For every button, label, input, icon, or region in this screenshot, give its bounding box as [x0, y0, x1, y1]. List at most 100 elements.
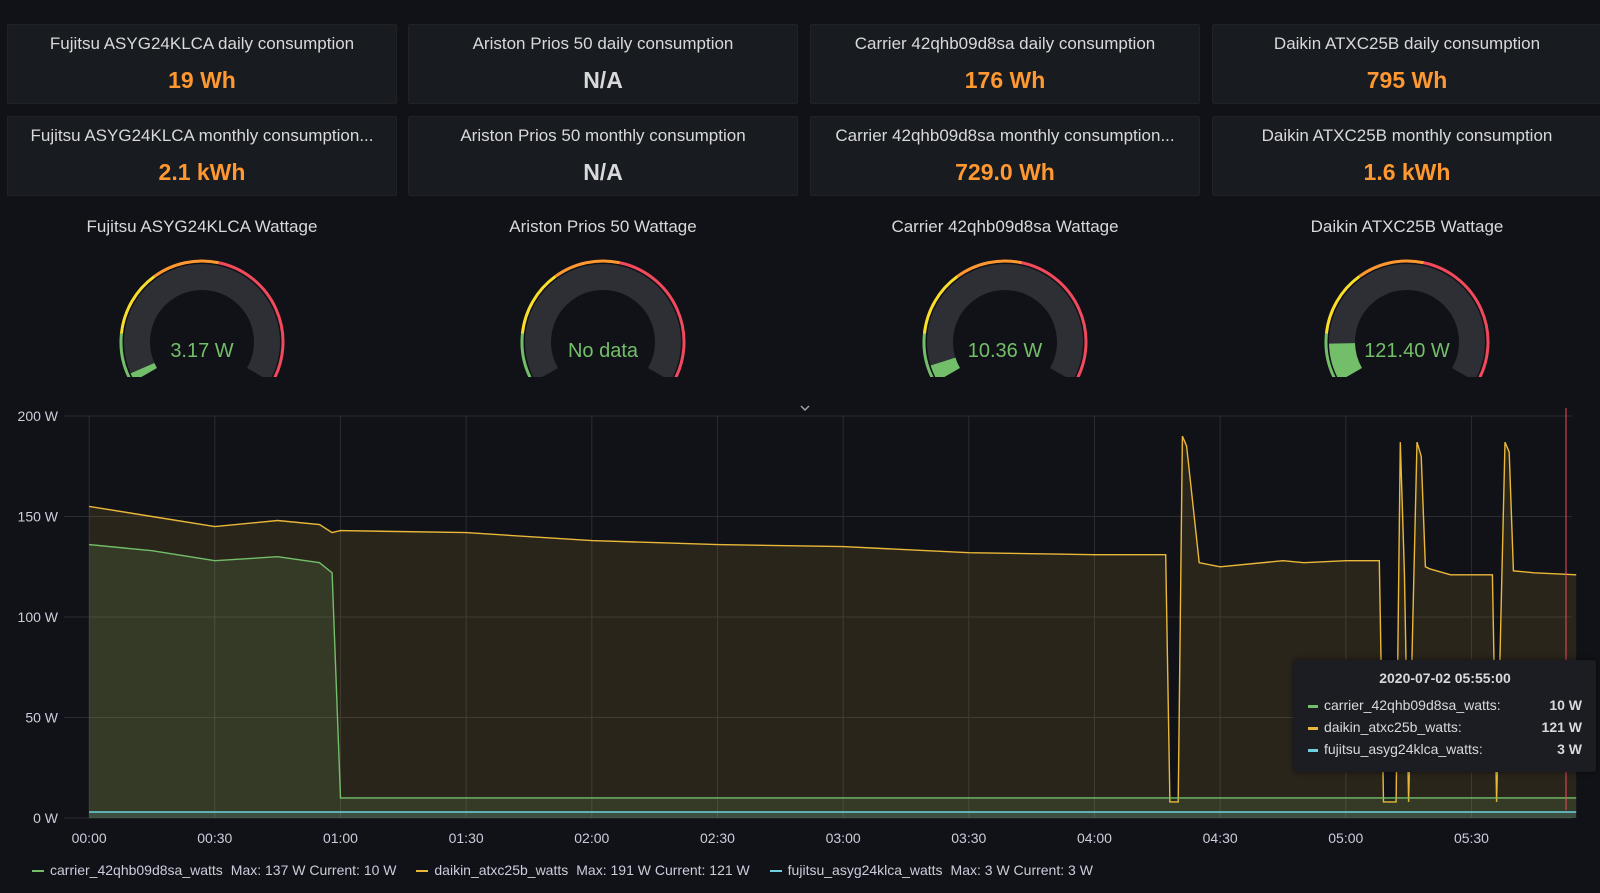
series-area-fujitsu: [89, 812, 1577, 818]
gauge-daikin: 121.40 W: [1324, 259, 1490, 377]
legend-series-stats: Max: 3 W Current: 3 W: [950, 862, 1093, 878]
gauge-threshold-red: [619, 261, 686, 377]
gauge-threshold-green: [922, 333, 934, 377]
gauge-fujitsu: 3.17 W: [119, 259, 285, 377]
legend-series-name: fujitsu_asyg24klca_watts: [787, 862, 943, 878]
x-tick-label: 01:00: [323, 830, 358, 846]
tooltip-series-name: carrier_42qhb09d8sa_watts:: [1324, 697, 1501, 713]
stat-panel-carrier-daily[interactable]: Carrier 42qhb09d8sa daily consumption 17…: [810, 24, 1200, 104]
panel-title: Fujitsu ASYG24KLCA monthly consumption..…: [30, 126, 374, 145]
chevron-down-icon: [800, 405, 810, 411]
gauge-track: [1329, 264, 1485, 377]
tooltip-time: 2020-07-02 05:55:00: [1379, 670, 1511, 686]
stat-value: 729.0 Wh: [955, 159, 1055, 185]
stat-panel-daikin-monthly[interactable]: Daikin ATXC25B monthly consumption 1.6 k…: [1212, 116, 1600, 196]
series-color-swatch: [1308, 705, 1318, 708]
stat-value: N/A: [583, 67, 623, 93]
stat-panel-ariston-monthly[interactable]: Ariston Prios 50 monthly consumption N/A: [408, 116, 798, 196]
series-areas: [89, 436, 1577, 818]
tooltip-row-fujitsu: fujitsu_asyg24klca_watts: 3 W: [1308, 741, 1582, 761]
series-color-swatch: [416, 870, 429, 873]
gauge-value: 10.36 W: [968, 340, 1043, 362]
gauge-threshold-orange: [554, 259, 621, 278]
gauge-threshold-green: [1324, 333, 1336, 377]
legend-item-fujitsu[interactable]: fujitsu_asyg24klca_watts Max: 3 W Current…: [769, 862, 1093, 878]
gauge-track: [124, 264, 280, 377]
gauge-panel-ariston[interactable]: Ariston Prios 50 Wattage No data: [408, 207, 798, 377]
y-tick-label: 200 W: [18, 408, 59, 424]
stat-value: 795 Wh: [1366, 67, 1448, 93]
y-tick-label: 100 W: [18, 609, 59, 625]
gauge-panel-fujitsu[interactable]: Fujitsu ASYG24KLCA Wattage 3.17 W: [7, 207, 397, 377]
series-line-carrier: [89, 543, 1577, 799]
tooltip-series-value: 121 W: [1541, 719, 1582, 735]
y-tick-label: 50 W: [25, 710, 58, 726]
gauge-track: [525, 264, 681, 377]
gauge-value: 121.40 W: [1364, 340, 1450, 362]
gauge-threshold-yellow: [520, 275, 557, 334]
gauge-threshold-green: [520, 333, 532, 377]
gauge-carrier: 10.36 W: [922, 259, 1088, 377]
stat-panel-ariston-daily[interactable]: Ariston Prios 50 daily consumption N/A: [408, 24, 798, 104]
gauge-fill: [1329, 342, 1363, 377]
panel-title: Ariston Prios 50 daily consumption: [472, 34, 734, 53]
tooltip-series-name: daikin_atxc25b_watts:: [1324, 719, 1462, 735]
gauge-track: [927, 264, 1083, 377]
panel-title: Ariston Prios 50 Wattage: [509, 217, 697, 236]
stat-panel-daikin-daily[interactable]: Daikin ATXC25B daily consumption 795 Wh: [1212, 24, 1600, 104]
panel-title: Carrier 42qhb09d8sa daily consumption: [854, 34, 1156, 53]
series-area-daikin: [89, 436, 1577, 818]
x-tick-label: 03:30: [951, 830, 986, 846]
gauge-panel-carrier[interactable]: Carrier 42qhb09d8sa Wattage 10.36 W: [810, 207, 1200, 377]
stat-panel-fujitsu-monthly[interactable]: Fujitsu ASYG24KLCA monthly consumption..…: [7, 116, 397, 196]
legend-series-stats: Max: 137 W Current: 10 W: [230, 862, 397, 878]
panel-title: Daikin ATXC25B monthly consumption: [1261, 126, 1553, 145]
panel-title: Daikin ATXC25B daily consumption: [1273, 34, 1541, 53]
gauge-fill: [930, 357, 961, 377]
series-line-daikin: [88, 435, 1577, 803]
y-axis-ticks: 0 W 50 W 100 W 150 W 200 W: [18, 408, 59, 826]
gauge-threshold-orange: [1358, 259, 1425, 278]
panel-title: Fujitsu ASYG24KLCA daily consumption: [49, 34, 355, 53]
x-tick-label: 04:00: [1077, 830, 1112, 846]
tooltip-row-daikin: daikin_atxc25b_watts: 121 W: [1308, 719, 1582, 739]
panel-title: Carrier 42qhb09d8sa monthly consumption.…: [835, 126, 1175, 145]
gauge-value: No data: [568, 340, 639, 362]
legend-item-daikin[interactable]: daikin_atxc25b_watts Max: 191 W Current: …: [416, 862, 750, 878]
legend-series-name: daikin_atxc25b_watts: [434, 862, 569, 878]
y-tick-label: 0 W: [33, 810, 59, 826]
x-tick-label: 01:30: [449, 830, 484, 846]
x-tick-label: 04:30: [1203, 830, 1238, 846]
gauge-threshold-yellow: [922, 275, 959, 334]
stat-panel-fujitsu-daily[interactable]: Fujitsu ASYG24KLCA daily consumption 19 …: [7, 24, 397, 104]
gauge-panel-daikin[interactable]: Daikin ATXC25B Wattage 121.40 W: [1212, 207, 1600, 377]
stat-value: 2.1 kWh: [158, 159, 246, 185]
panel-title: Ariston Prios 50 monthly consumption: [460, 126, 746, 145]
tooltip-series-value: 3 W: [1557, 741, 1582, 757]
stat-value: 19 Wh: [168, 67, 236, 93]
chart-grid: [64, 415, 1572, 819]
x-tick-label: 05:30: [1454, 830, 1489, 846]
series-lines: [88, 435, 1577, 813]
gauge-ariston: No data: [520, 259, 686, 377]
panel-title: Fujitsu ASYG24KLCA Wattage: [86, 217, 318, 236]
series-color-swatch: [1308, 749, 1318, 752]
legend-item-carrier[interactable]: carrier_42qhb09d8sa_watts Max: 137 W Curr…: [32, 862, 397, 878]
x-tick-label: 03:00: [826, 830, 861, 846]
series-area-carrier: [89, 544, 1577, 818]
gauge-threshold-orange: [956, 259, 1023, 278]
chart-legend: carrier_42qhb09d8sa_watts Max: 137 W Curr…: [32, 862, 1109, 882]
x-tick-label: 00:30: [197, 830, 232, 846]
timeseries-chart[interactable]: 0 W 50 W 100 W 150 W 200 W 00:00 00:30 01:00 01…: [0, 400, 1600, 855]
gauge-threshold-red: [1423, 261, 1490, 377]
tooltip-series-value: 10 W: [1549, 697, 1582, 713]
y-tick-label: 150 W: [18, 509, 59, 525]
x-tick-label: 00:00: [72, 830, 107, 846]
stat-value: 1.6 kWh: [1363, 159, 1451, 185]
gauge-threshold-green: [119, 333, 131, 377]
gauge-fill: [130, 362, 158, 377]
chart-tooltip: 2020-07-02 05:55:00 carrier_42qhb09d8sa_…: [1294, 660, 1596, 772]
stat-value: N/A: [583, 159, 623, 185]
legend-series-name: carrier_42qhb09d8sa_watts: [50, 862, 223, 878]
stat-panel-carrier-monthly[interactable]: Carrier 42qhb09d8sa monthly consumption.…: [810, 116, 1200, 196]
